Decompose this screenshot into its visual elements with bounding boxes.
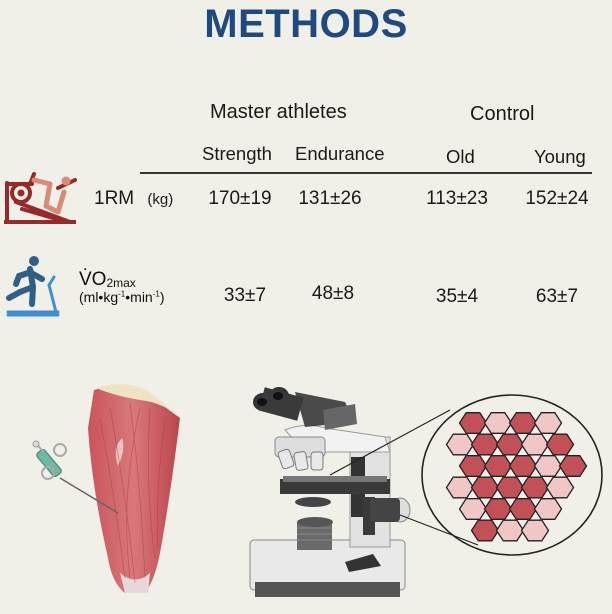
muscle-fiber-cell (508, 412, 538, 434)
muscle-fiber-cell (533, 498, 563, 520)
1rm-label: 1RM (94, 188, 135, 209)
vo2max-label: V̇O2max (79, 269, 136, 290)
cell-1rm-young: 152±24 (525, 188, 589, 209)
muscle-fiber-cell (508, 498, 538, 520)
biopsy-needle (59, 477, 119, 514)
muscle-fiber-cell (508, 455, 538, 477)
muscle-fiber-cell (495, 476, 525, 499)
syringe-body (36, 449, 62, 477)
microscope-illustration (245, 382, 415, 607)
muscle-fiber-cell (458, 412, 488, 434)
muscle-fiber-cell (483, 455, 513, 477)
muscle-fiber-cell (445, 433, 475, 456)
thigh-muscle (88, 386, 180, 593)
row-label-1rm: 1RM (kg) (94, 188, 173, 210)
vo2max-unit: (ml•kg-1•min-1) (79, 288, 165, 305)
muscle-fiber-cell (483, 498, 513, 520)
row-label-vo2max: V̇O2max (ml•kg-1•min-1) (79, 270, 165, 305)
group-header-master-athletes: Master athletes (210, 101, 347, 123)
muscle-fiber-cell (470, 476, 500, 499)
magnification-circle (421, 394, 603, 556)
cell-1rm-endurance: 131±26 (298, 188, 362, 209)
muscle-fiber-cell (545, 476, 575, 499)
muscle-fiber-cell (545, 433, 575, 456)
column-header-endurance: Endurance (295, 143, 385, 164)
muscle-fiber-cell (520, 433, 550, 456)
treadmill-runner-icon (4, 254, 62, 320)
header-divider (140, 172, 592, 174)
column-header-young: Young (534, 146, 586, 167)
column-header-old: Old (446, 146, 475, 167)
cell-1rm-strength: 170±19 (208, 188, 272, 209)
cell-vo2max-endurance: 48±8 (311, 283, 355, 304)
muscle-fiber-hexagons (445, 412, 588, 542)
muscle-fiber-cell (495, 433, 525, 456)
muscle-fiber-cell (470, 433, 500, 456)
muscle-fiber-cell (495, 519, 525, 542)
cell-vo2max-strength: 33±7 (223, 285, 267, 306)
muscle-fiber-cell (533, 412, 563, 434)
muscle-fiber-cell (483, 412, 513, 434)
cell-vo2max-old: 35±4 (435, 286, 479, 307)
muscle-fiber-cell (458, 498, 488, 520)
1rm-unit: (kg) (147, 191, 174, 208)
group-header-control: Control (470, 103, 535, 125)
muscle-fiber-cell (458, 455, 488, 477)
cell-1rm-old: 113±23 (426, 188, 488, 209)
muscle-fiber-cell (533, 455, 563, 477)
muscle-fiber-cell (445, 476, 475, 499)
cell-vo2max-young: 63±7 (535, 286, 579, 307)
column-header-strength: Strength (202, 143, 272, 164)
muscle-fiber-cell (520, 476, 550, 499)
leg-press-icon (2, 166, 78, 226)
muscle-biopsy-illustration (30, 378, 200, 608)
muscle-fiber-cell (558, 455, 588, 477)
page-title: METHODS (204, 2, 408, 46)
muscle-fiber-cell (470, 519, 500, 542)
muscle-fiber-cell (520, 519, 550, 542)
muscle-fiber-cross-section (421, 394, 603, 556)
